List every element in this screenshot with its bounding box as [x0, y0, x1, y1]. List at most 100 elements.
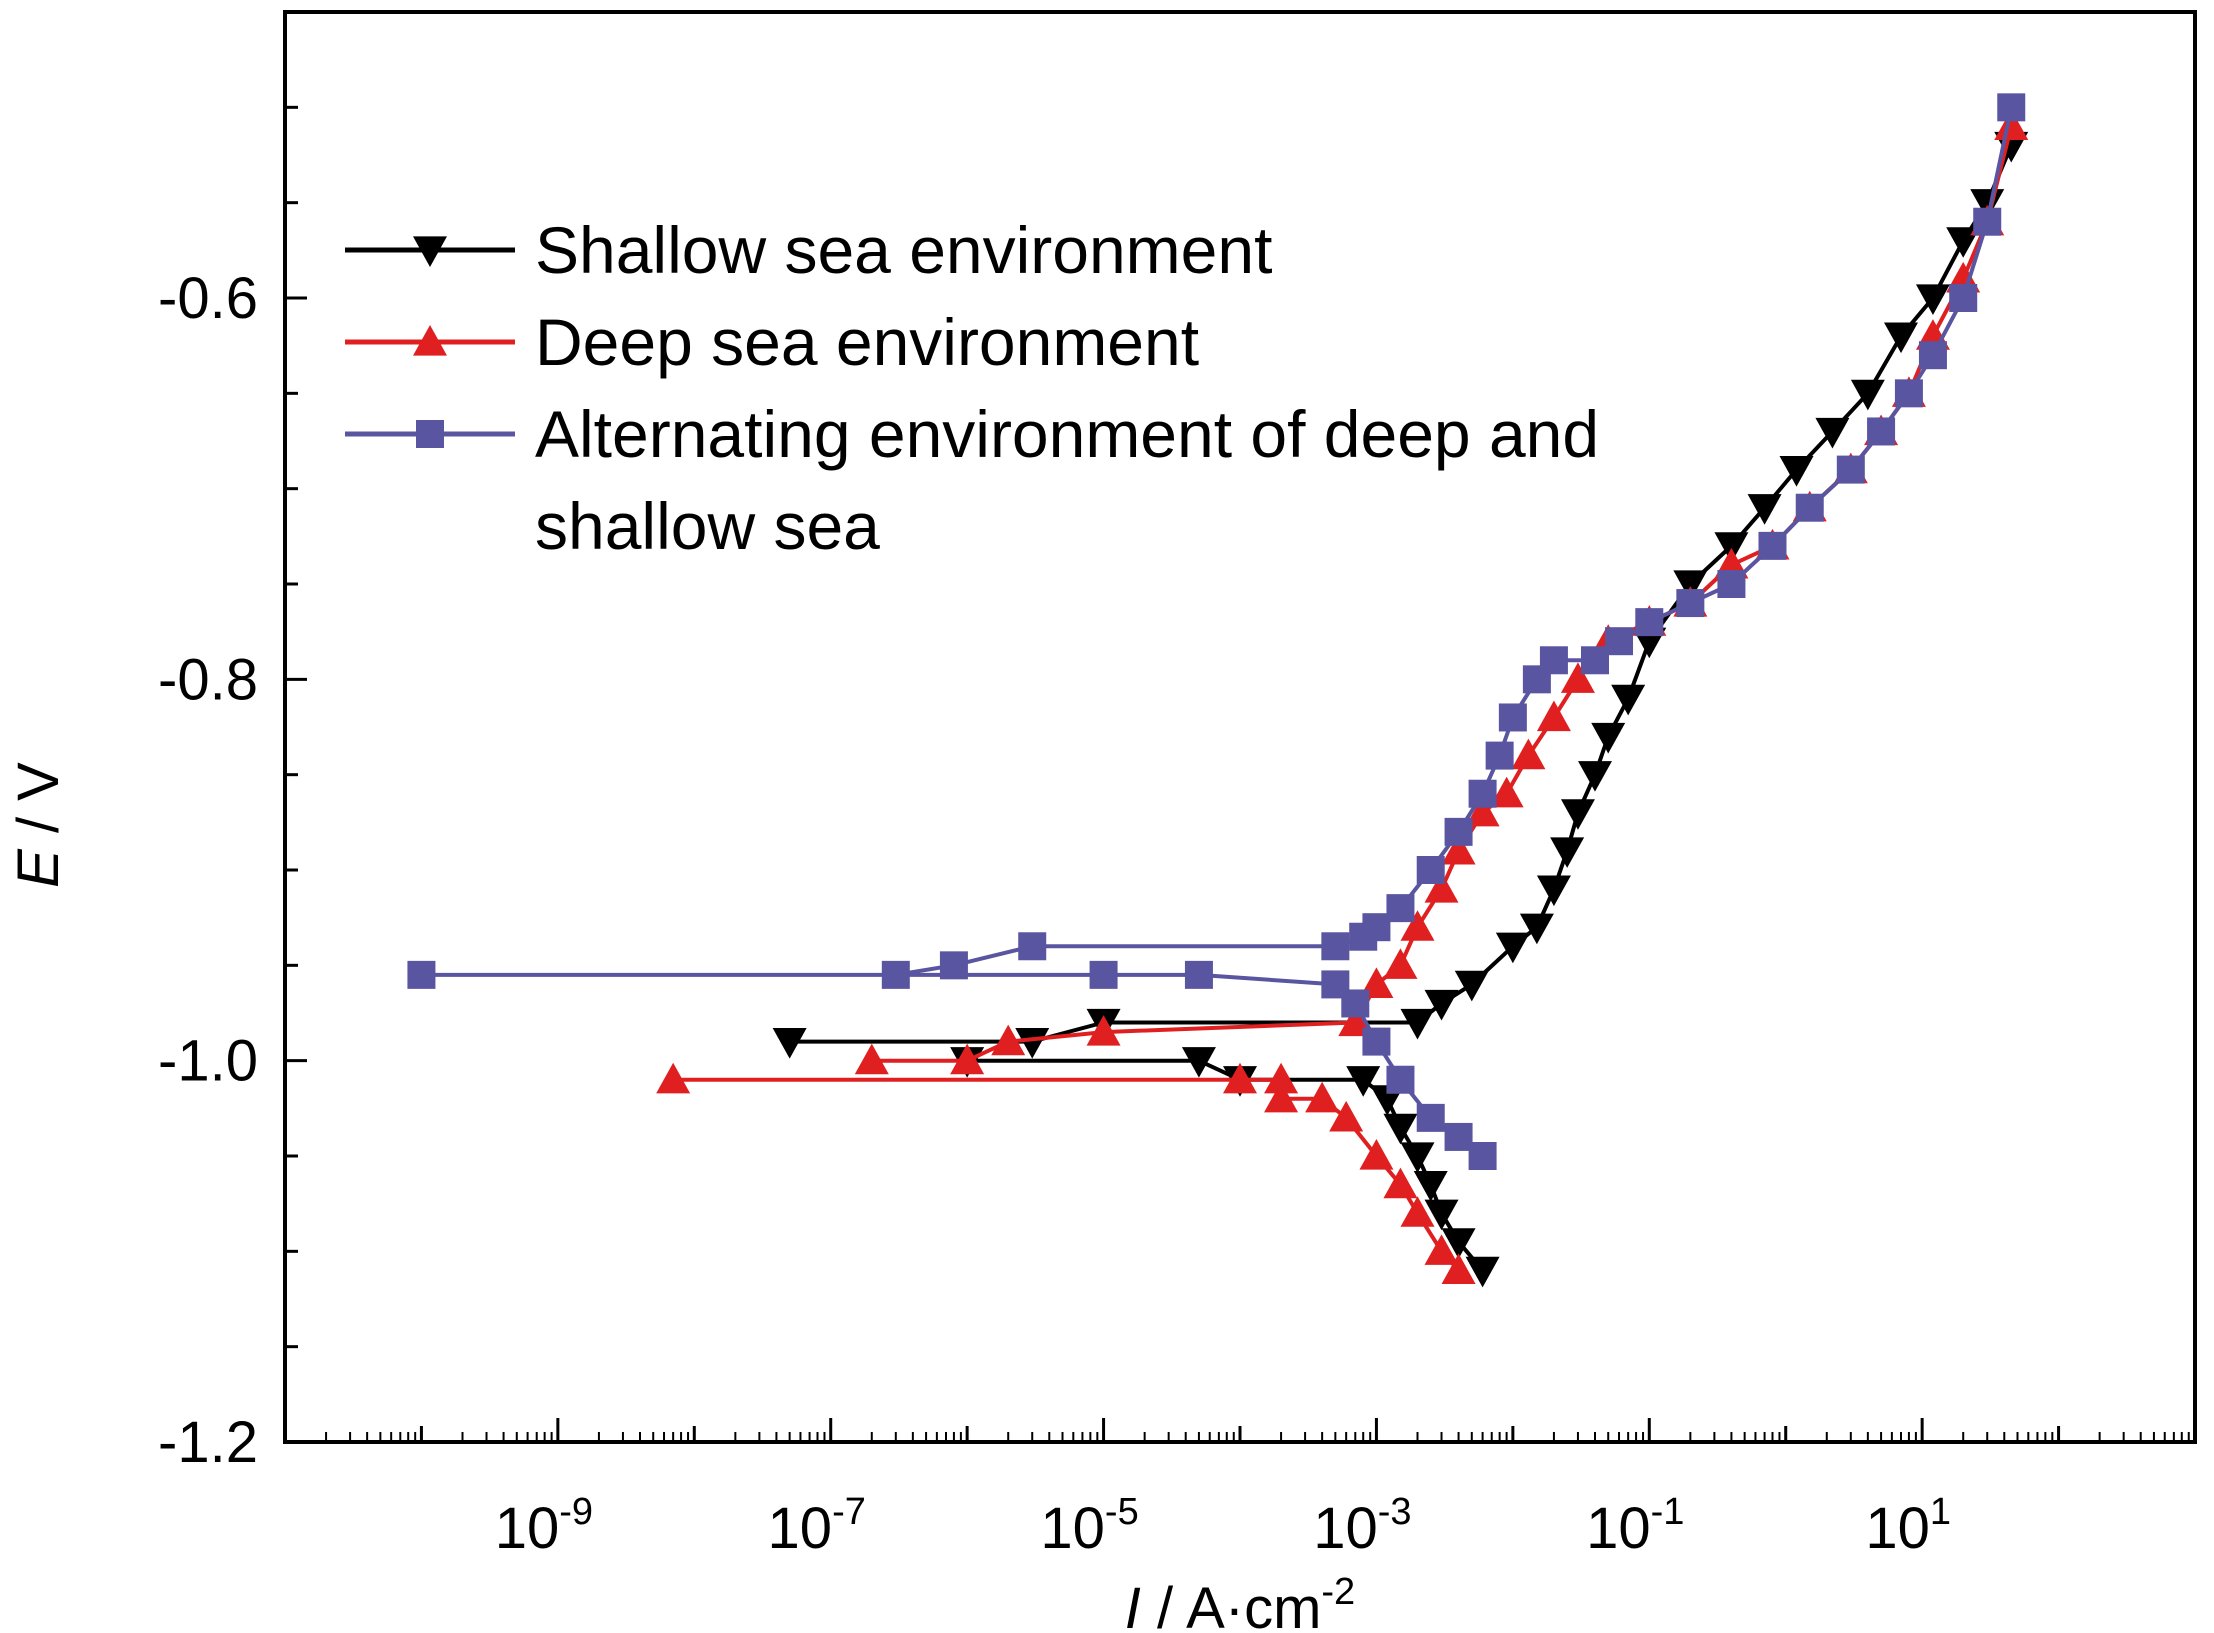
data-point [407, 960, 436, 989]
data-point [1444, 1122, 1473, 1151]
data-point [1223, 1062, 1257, 1094]
data-point [1949, 284, 1978, 312]
data-point [1416, 856, 1445, 884]
data-point [1329, 1100, 1364, 1132]
data-point [1441, 1228, 1476, 1259]
data-point [1383, 948, 1418, 979]
data-point [1089, 960, 1118, 989]
data-point [1676, 589, 1705, 618]
data-point [1489, 776, 1524, 808]
data-point [854, 1043, 889, 1075]
x-tick-label: 10-3 [1313, 1491, 1411, 1561]
y-tick-label: -1.0 [158, 1029, 258, 1094]
data-point [1994, 109, 2029, 140]
data-point [1577, 761, 1612, 792]
data-point [1424, 1234, 1459, 1265]
data-point [1560, 662, 1595, 693]
legend-label: Alternating environment of deep and [535, 397, 1599, 471]
y-tick-label: -0.6 [158, 266, 258, 331]
data-point [1441, 1253, 1476, 1284]
legend-marker [413, 325, 447, 356]
data-point [1673, 570, 1708, 601]
data-point [950, 1043, 985, 1075]
data-point [1416, 1103, 1445, 1132]
data-point [1086, 1015, 1121, 1046]
data-point [1383, 1167, 1418, 1199]
data-point [1264, 1081, 1299, 1113]
data-point [939, 951, 968, 980]
data-point [1413, 1171, 1448, 1202]
data-point [1264, 1062, 1299, 1094]
data-point [1362, 913, 1391, 942]
data-point [1747, 494, 1782, 525]
data-point [772, 1028, 807, 1059]
data-point [1894, 379, 1923, 408]
legend-label: Deep sea environment [535, 305, 1199, 379]
data-point [1539, 646, 1568, 675]
data-point [1424, 872, 1459, 903]
data-point [1400, 1008, 1435, 1040]
data-point [1550, 837, 1585, 868]
data-point [1386, 894, 1415, 923]
data-point [1444, 817, 1473, 846]
data-point [1580, 646, 1609, 675]
data-point [1441, 833, 1476, 865]
y-axis-title: E / V [6, 762, 71, 888]
data-point [1015, 1028, 1050, 1059]
data-point [1465, 1256, 1500, 1288]
data-point [1468, 779, 1497, 808]
x-tick-label: 10-1 [1586, 1491, 1684, 1561]
data-point [1779, 456, 1814, 487]
series-layer [407, 93, 2029, 1288]
data-point [1018, 932, 1047, 961]
data-point [1815, 417, 1850, 449]
data-point [1611, 684, 1646, 716]
data-point [1795, 493, 1824, 522]
data-point [1383, 1113, 1418, 1145]
data-point [1424, 989, 1459, 1021]
data-point [1884, 322, 1919, 354]
data-point [1305, 1081, 1340, 1113]
legend-label: shallow sea [535, 489, 880, 563]
data-point [1321, 932, 1350, 961]
legend: Shallow sea environment Deep sea environm… [345, 213, 1599, 563]
data-point [1511, 738, 1546, 770]
data-point [1386, 1065, 1415, 1094]
data-point [1717, 570, 1746, 598]
series-line-cathodic [421, 972, 1484, 1158]
data-point [1184, 960, 1213, 989]
data-point [1970, 189, 2005, 220]
data-point [1465, 795, 1500, 827]
x-tick-label: 10-9 [495, 1491, 593, 1561]
data-point [1454, 970, 1489, 1002]
y-tick-label: -0.8 [158, 647, 258, 712]
data-point [1536, 700, 1571, 732]
legend-marker [413, 236, 447, 267]
data-point [1591, 722, 1626, 754]
data-point [656, 1062, 691, 1094]
data-point [1362, 1027, 1391, 1056]
data-point [1867, 417, 1896, 446]
data-point [1714, 532, 1749, 563]
data-point [1836, 455, 1865, 484]
data-point [1560, 799, 1595, 830]
data-point [1973, 207, 2002, 236]
series-1 [772, 131, 2029, 1288]
x-tick-label: 101 [1865, 1491, 1951, 1561]
series-line-cathodic [673, 1077, 1461, 1272]
data-point [1918, 341, 1947, 370]
data-point [1400, 1196, 1435, 1227]
data-point [1758, 531, 1787, 560]
axis-labels: -1.2 -1.0 -0.8 -0.6 10-9 10-7 10-5 10-3 10-1 101 I… [6, 266, 1951, 1633]
data-point [1498, 703, 1527, 732]
data-point [1997, 93, 2026, 122]
data-point [1400, 1142, 1435, 1173]
data-point [1400, 910, 1435, 941]
x-tick-label: 10-7 [768, 1491, 866, 1561]
data-point [1346, 1066, 1381, 1097]
x-tick-label: 10-5 [1040, 1491, 1138, 1561]
data-point [1605, 627, 1634, 656]
data-point [991, 1024, 1026, 1056]
data-point [1536, 875, 1571, 907]
